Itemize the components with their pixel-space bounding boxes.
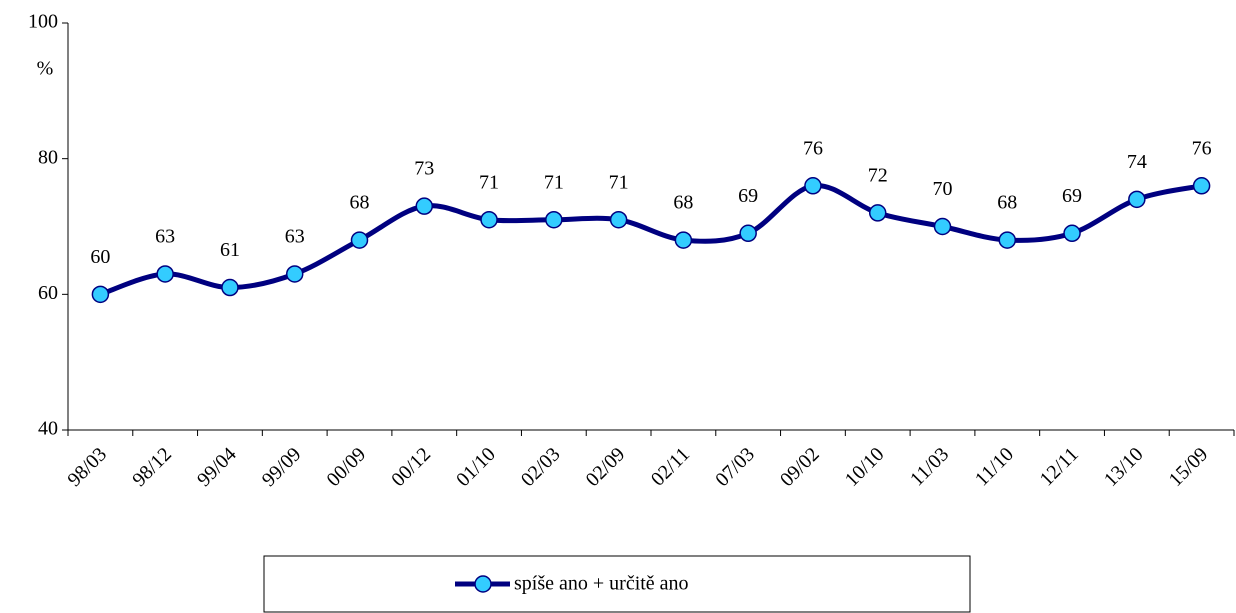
marker xyxy=(221,278,239,297)
marker xyxy=(415,197,434,215)
data-label: 71 xyxy=(544,171,564,193)
x-tick-label: 07/03 xyxy=(711,443,759,491)
legend-label: spíše ano + určitě ano xyxy=(514,573,689,595)
marker xyxy=(285,265,304,283)
y-axis-label: % xyxy=(37,58,54,80)
x-tick-label: 02/09 xyxy=(582,443,630,491)
data-label: 76 xyxy=(1192,137,1212,159)
data-label: 68 xyxy=(673,192,693,214)
x-tick-label: 00/09 xyxy=(323,443,371,491)
marker xyxy=(1128,190,1146,209)
x-tick-label: 15/09 xyxy=(1165,443,1213,491)
x-tick-label: 11/03 xyxy=(906,443,953,490)
marker xyxy=(1192,177,1211,195)
data-label: 68 xyxy=(350,192,370,214)
data-label: 73 xyxy=(414,158,434,180)
x-tick-label: 01/10 xyxy=(452,443,500,491)
marker xyxy=(804,177,822,195)
marker xyxy=(350,231,369,249)
y-tick-label: 80 xyxy=(38,146,58,168)
y-tick-label: 60 xyxy=(38,282,58,304)
y-tick-label: 100 xyxy=(28,11,58,33)
x-tick-label: 02/03 xyxy=(517,443,565,491)
x-tick-label: 11/10 xyxy=(971,443,1018,490)
marker xyxy=(868,204,887,222)
legend-box xyxy=(263,555,971,613)
marker xyxy=(156,265,174,283)
x-tick-label: 99/09 xyxy=(258,443,306,491)
x-tick-label: 99/04 xyxy=(193,443,241,491)
x-tick-label: 09/02 xyxy=(776,443,824,491)
marker xyxy=(739,224,757,243)
data-label: 70 xyxy=(933,178,953,200)
data-label: 63 xyxy=(285,226,305,248)
legend-marker xyxy=(474,575,492,593)
data-label: 61 xyxy=(220,239,240,261)
x-tick-label: 98/12 xyxy=(128,443,176,491)
x-tick-label: 02/11 xyxy=(647,443,694,490)
data-label: 72 xyxy=(868,165,888,187)
marker xyxy=(609,210,628,229)
data-label: 63 xyxy=(155,226,175,248)
data-label: 71 xyxy=(609,171,629,193)
marker xyxy=(933,217,952,236)
marker xyxy=(674,231,693,249)
marker xyxy=(91,285,110,304)
marker xyxy=(1063,224,1081,243)
x-tick-label: 00/12 xyxy=(387,443,435,491)
x-tick-label: 13/10 xyxy=(1100,443,1148,491)
data-label: 76 xyxy=(803,137,823,159)
x-tick-label: 10/10 xyxy=(841,443,889,491)
marker xyxy=(545,210,563,229)
series-line xyxy=(99,183,1203,297)
data-label: 69 xyxy=(1062,185,1082,207)
data-label: 68 xyxy=(997,192,1017,214)
x-tick-label: 98/03 xyxy=(63,443,111,491)
y-tick-label: 40 xyxy=(38,418,58,440)
marker xyxy=(480,210,498,229)
data-label: 60 xyxy=(90,246,110,268)
data-label: 74 xyxy=(1127,151,1147,173)
data-label: 71 xyxy=(479,171,499,193)
x-tick-label: 12/11 xyxy=(1036,443,1083,490)
data-label: 69 xyxy=(738,185,758,207)
marker xyxy=(998,231,1017,249)
